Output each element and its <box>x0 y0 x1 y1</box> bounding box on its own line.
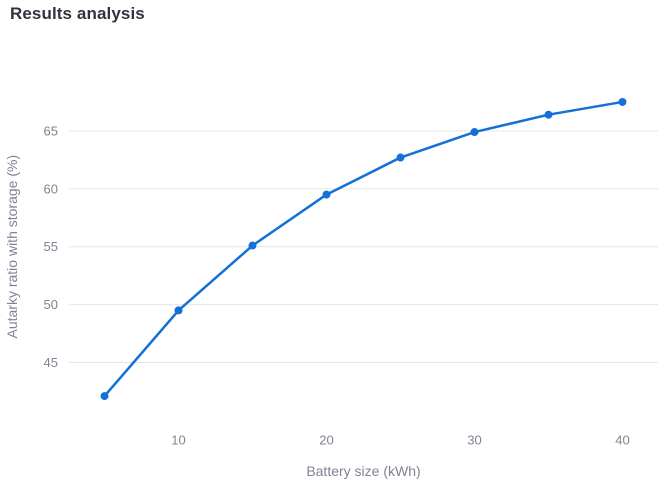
y-axis-tick-labels: 45 50 55 60 65 <box>44 123 58 370</box>
y-tick-label: 55 <box>44 239 58 254</box>
y-tick-label: 45 <box>44 355 58 370</box>
x-axis-tick-labels: 10 20 30 40 <box>171 433 629 448</box>
x-tick-label: 20 <box>319 433 333 448</box>
y-axis-title: Autarky ratio with storage (%) <box>4 155 20 339</box>
data-point-marker <box>470 128 479 137</box>
y-tick-label: 60 <box>44 181 58 196</box>
data-point-marker <box>248 241 257 250</box>
page-title: Results analysis <box>10 4 145 23</box>
x-axis-title: Battery size (kWh) <box>306 463 420 479</box>
x-tick-label: 40 <box>615 433 629 448</box>
y-tick-label: 50 <box>44 297 58 312</box>
chart-canvas: 45 50 55 60 65 10 20 30 40 Battery size (kWh) A… <box>4 97 658 479</box>
series-line <box>103 100 624 398</box>
data-point-markers <box>100 97 627 401</box>
data-point-marker <box>322 190 331 199</box>
line-chart: 45 50 55 60 65 10 20 30 40 Battery size (kWh) A… <box>0 58 667 491</box>
gridlines <box>69 130 658 363</box>
data-point-marker <box>100 392 109 401</box>
x-tick-label: 10 <box>171 433 185 448</box>
y-tick-label: 65 <box>44 123 58 138</box>
data-point-marker <box>618 97 627 106</box>
data-point-marker <box>174 306 183 315</box>
data-point-marker <box>396 153 405 162</box>
data-point-marker <box>544 110 553 119</box>
x-tick-label: 30 <box>467 433 481 448</box>
